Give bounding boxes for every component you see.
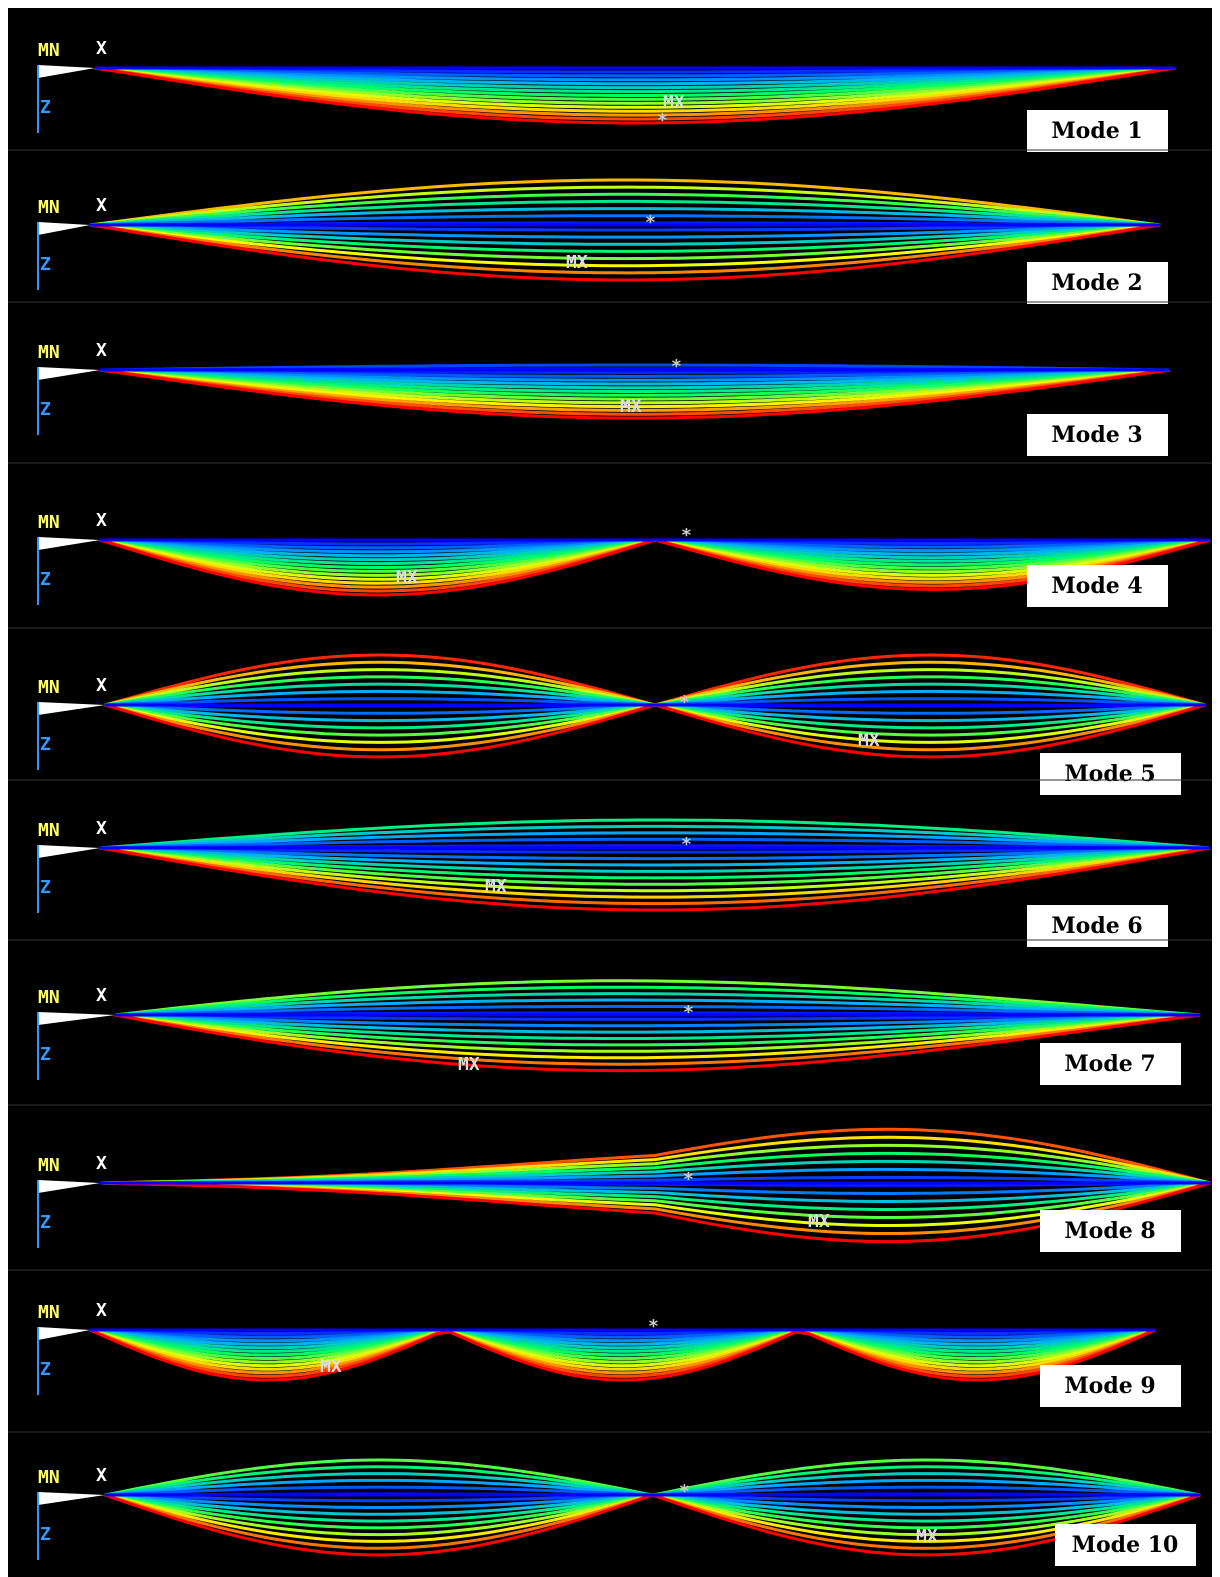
min-tag: MN (38, 987, 60, 1008)
max-tag: MX (485, 876, 507, 897)
max-marker: * (679, 692, 690, 713)
min-tag: MN (38, 197, 60, 218)
min-tag: MN (38, 820, 60, 841)
x-axis-tag: X (96, 675, 107, 696)
mode-label: Mode 9 (1064, 1373, 1155, 1399)
z-axis-tag: Z (40, 1359, 51, 1380)
max-marker: * (645, 212, 656, 233)
min-tag: MN (38, 342, 60, 363)
mode-label: Mode 6 (1051, 913, 1142, 939)
max-tag: MX (396, 567, 418, 588)
x-axis-tag: X (96, 1153, 107, 1174)
mode-label: Mode 10 (1072, 1532, 1179, 1558)
x-axis-tag: X (96, 195, 107, 216)
max-marker: * (679, 1481, 690, 1502)
max-marker: * (681, 834, 692, 855)
x-axis-tag: X (96, 985, 107, 1006)
min-tag: MN (38, 1155, 60, 1176)
mode-shape-figure: MN X Z MX * Mode 1 MN X Z MX * Mode 2 MN X Z MX * Mode 3 M… (0, 0, 1220, 1577)
z-axis-tag: Z (40, 1524, 51, 1545)
max-marker: * (683, 1169, 694, 1190)
z-axis-tag: Z (40, 877, 51, 898)
max-tag: MX (858, 730, 880, 751)
mode-label: Mode 2 (1051, 270, 1142, 296)
z-axis-tag: Z (40, 1212, 51, 1233)
mode-label: Mode 4 (1051, 573, 1142, 599)
z-axis-tag: Z (40, 569, 51, 590)
x-axis-tag: X (96, 340, 107, 361)
max-tag: MX (566, 252, 588, 273)
z-axis-tag: Z (40, 399, 51, 420)
x-axis-tag: X (96, 510, 107, 531)
max-tag: MX (458, 1054, 480, 1075)
x-axis-tag: X (96, 1465, 107, 1486)
max-tag: MX (320, 1356, 342, 1377)
z-axis-tag: Z (40, 254, 51, 275)
max-marker: * (648, 1316, 659, 1337)
max-tag: MX (916, 1526, 938, 1547)
x-axis-tag: X (96, 38, 107, 59)
mode-label: Mode 1 (1051, 118, 1142, 144)
min-tag: MN (38, 512, 60, 533)
mode-label: Mode 7 (1064, 1051, 1155, 1077)
mode-label: Mode 8 (1064, 1218, 1155, 1244)
max-tag: MX (620, 396, 642, 417)
max-marker: * (683, 1002, 694, 1023)
max-tag: MX (808, 1211, 830, 1232)
max-marker: * (671, 356, 682, 377)
mode-label: Mode 5 (1064, 761, 1155, 787)
min-tag: MN (38, 677, 60, 698)
page: MN X Z MX * Mode 1 MN X Z MX * Mode 2 MN X Z MX * Mode 3 M… (0, 0, 1220, 1577)
max-marker: * (657, 110, 668, 131)
min-tag: MN (38, 40, 60, 61)
z-axis-tag: Z (40, 734, 51, 755)
z-axis-tag: Z (40, 1044, 51, 1065)
mode-label: Mode 3 (1051, 422, 1142, 448)
max-marker: * (681, 525, 692, 546)
x-axis-tag: X (96, 1300, 107, 1321)
x-axis-tag: X (96, 818, 107, 839)
min-tag: MN (38, 1302, 60, 1323)
z-axis-tag: Z (40, 97, 51, 118)
min-tag: MN (38, 1467, 60, 1488)
